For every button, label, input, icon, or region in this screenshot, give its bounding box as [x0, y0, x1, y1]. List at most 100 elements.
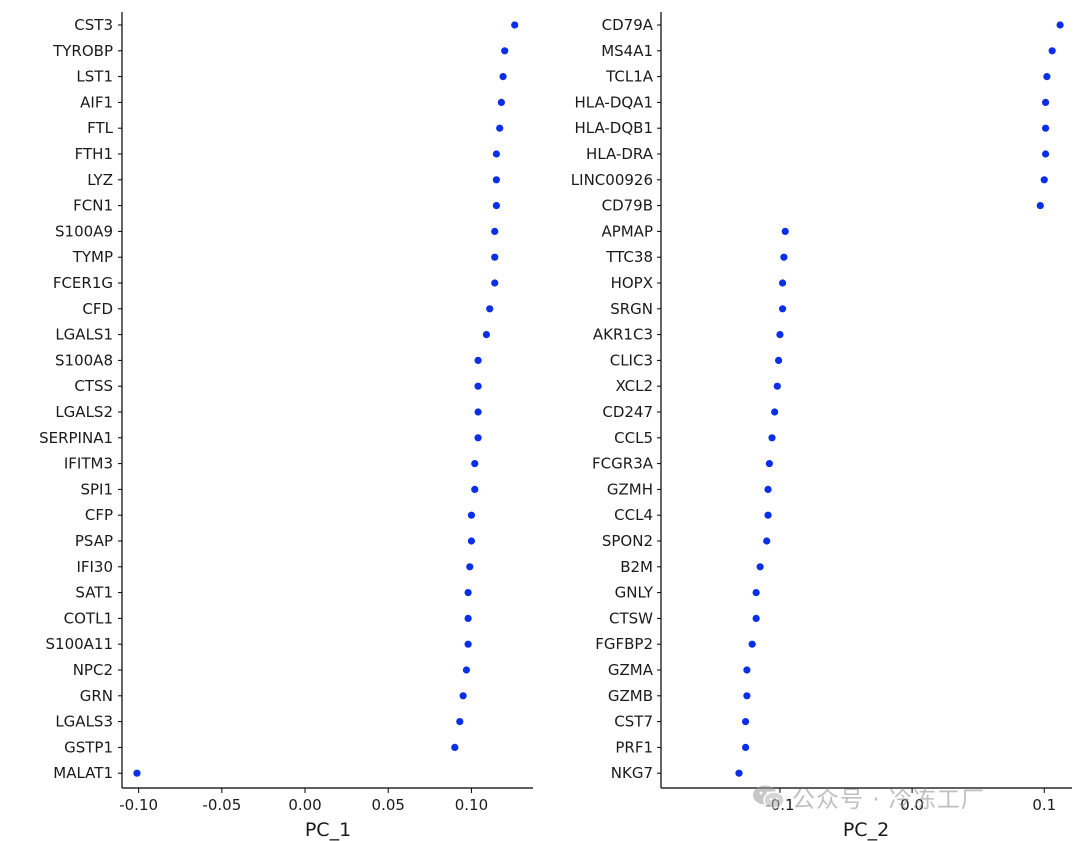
- y-tick-label: SPON2: [602, 532, 653, 550]
- data-point: [474, 382, 482, 390]
- x-tick-label: 0.0: [900, 796, 924, 814]
- data-point: [735, 769, 743, 777]
- y-tick-label: LGALS3: [55, 713, 113, 731]
- y-tick-label: HOPX: [611, 274, 653, 292]
- data-point: [1041, 150, 1050, 158]
- data-point: [748, 640, 756, 648]
- y-tick-label: LINC00926: [571, 171, 653, 189]
- data-point: [451, 743, 459, 752]
- y-tick-label: GNLY: [615, 584, 654, 602]
- y-tick-label: CST7: [614, 713, 653, 731]
- y-tick-label: PRF1: [615, 738, 653, 756]
- y-tick-label: FCER1G: [53, 274, 113, 292]
- data-point: [467, 537, 476, 545]
- y-tick-label: APMAP: [601, 222, 653, 240]
- y-tick-label: HLA-DRA: [586, 145, 654, 163]
- y-tick-label: SPI1: [80, 480, 113, 498]
- data-point: [456, 718, 464, 726]
- data-point: [467, 511, 476, 519]
- data-point: [776, 331, 784, 339]
- y-tick-label: GZMH: [607, 480, 653, 498]
- y-tick-label: S100A8: [55, 351, 113, 369]
- data-point: [491, 253, 499, 261]
- y-tick-label: AIF1: [80, 93, 113, 111]
- y-tick-label: TCL1A: [605, 68, 654, 86]
- y-tick-label: FCN1: [73, 197, 113, 215]
- y-tick-label: CD79A: [602, 16, 654, 34]
- y-tick-label: SAT1: [75, 584, 113, 602]
- data-point: [1036, 202, 1044, 210]
- y-tick-label: S100A11: [46, 635, 114, 653]
- x-tick-label: 0.05: [372, 796, 405, 814]
- x-tick-label: -0.05: [202, 796, 241, 814]
- data-point: [778, 305, 787, 313]
- data-point: [1048, 47, 1056, 55]
- data-point: [781, 227, 789, 235]
- data-point: [743, 666, 751, 674]
- data-point: [771, 408, 779, 416]
- data-point: [464, 589, 472, 597]
- data-point: [462, 666, 471, 674]
- y-tick-label: CTSS: [74, 377, 113, 395]
- data-point: [765, 460, 773, 468]
- data-point: [492, 176, 500, 184]
- data-point: [486, 305, 494, 313]
- y-tick-label: HLA-DQA1: [575, 93, 654, 111]
- data-point: [741, 718, 750, 726]
- data-point: [1041, 124, 1050, 132]
- pc2-panel: CD79A MS4A1 TCL1A HLA-DQA1 HLA-DQB1 HLA-DRA LI…: [571, 12, 1072, 841]
- y-tick-label: LYZ: [87, 171, 113, 189]
- y-tick-label: FTL: [87, 119, 114, 137]
- x-tick-label: 0.1: [1032, 796, 1056, 814]
- y-tick-label: CD79B: [602, 197, 653, 215]
- y-tick-label: SRGN: [610, 300, 653, 318]
- x-axis-title: PC_1: [305, 819, 351, 841]
- data-point: [763, 537, 771, 545]
- x-tick-label: -0.1: [765, 796, 794, 814]
- y-tick-label: GZMB: [608, 687, 653, 705]
- y-tick-label: CCL5: [614, 429, 653, 447]
- y-tick-label: XCL2: [615, 377, 653, 395]
- data-point: [474, 434, 482, 442]
- data-point: [1043, 73, 1051, 81]
- data-point: [756, 563, 764, 571]
- y-tick-label: IFI30: [76, 558, 113, 576]
- data-point: [491, 279, 499, 287]
- y-tick-label: GZMA: [608, 661, 654, 679]
- data-point: [780, 253, 788, 261]
- data-point: [1056, 21, 1064, 29]
- y-tick-label: CCL4: [614, 506, 653, 524]
- data-point: [471, 460, 479, 468]
- y-tick-label: IFITM3: [64, 455, 113, 473]
- y-tick-label: TYMP: [72, 248, 113, 266]
- y-tick-label: TTC38: [605, 248, 653, 266]
- y-tick-label: CFD: [82, 300, 113, 318]
- y-tick-label: B2M: [620, 558, 653, 576]
- y-tick-label: CLIC3: [610, 351, 653, 369]
- data-point: [133, 769, 141, 777]
- data-point: [459, 692, 467, 700]
- y-tick-label: PSAP: [75, 532, 113, 550]
- data-point: [764, 511, 772, 519]
- y-tick-label: NKG7: [611, 764, 653, 782]
- y-tick-label: GSTP1: [64, 738, 113, 756]
- y-tick-label: GRN: [80, 687, 113, 705]
- data-point: [492, 202, 500, 210]
- data-point: [743, 692, 751, 700]
- pc1-panel: CST3 TYROBP LST1 AIF1 FTL FTH1 LYZ FCN1 S100A9 TY…: [39, 12, 533, 841]
- y-tick-label: HLA-DQB1: [574, 119, 653, 137]
- data-point: [501, 47, 509, 55]
- y-tick-label: TYROBP: [52, 42, 113, 60]
- y-tick-label: LGALS2: [55, 403, 113, 421]
- y-tick-label: FCGR3A: [592, 455, 654, 473]
- data-point: [492, 150, 500, 158]
- data-point: [464, 640, 472, 648]
- y-tick-label: CST3: [74, 16, 113, 34]
- x-tick-label: -0.10: [119, 796, 158, 814]
- data-point: [1040, 176, 1048, 184]
- data-point: [764, 485, 772, 493]
- data-point: [471, 485, 479, 493]
- y-tick-label: FTH1: [75, 145, 113, 163]
- y-tick-label: AKR1C3: [593, 326, 653, 344]
